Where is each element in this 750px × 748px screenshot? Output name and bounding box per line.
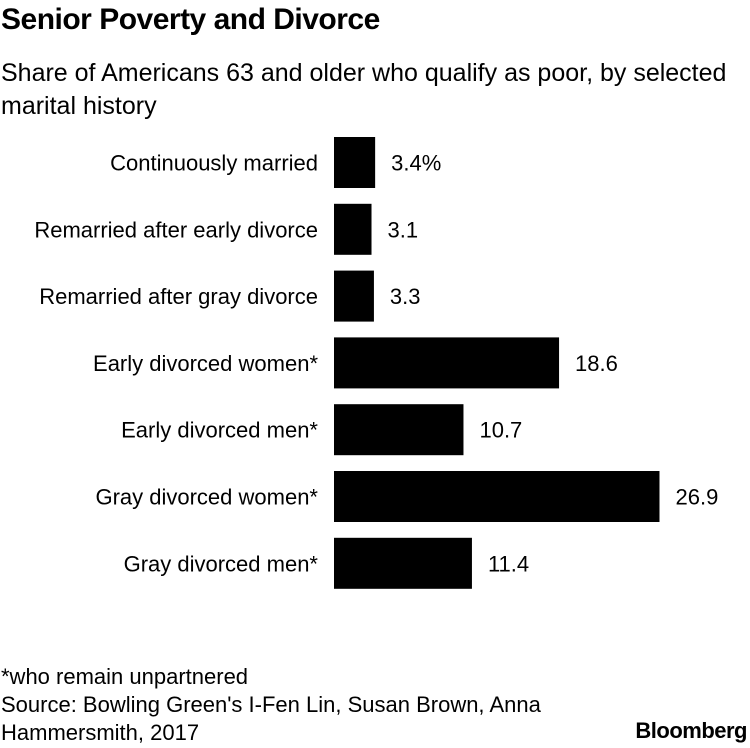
category-label: Early divorced women* (93, 351, 318, 376)
footnote: *who remain unpartnered (1, 664, 249, 689)
value-label: 26.9 (675, 485, 718, 510)
bar (334, 137, 376, 188)
category-label: Remarried after early divorce (34, 217, 318, 242)
chart-title: Senior Poverty and Divorce (1, 3, 380, 36)
chart-subtitle: Share of Americans 63 and older who qual… (1, 59, 727, 120)
bar (334, 537, 472, 589)
bar (334, 471, 660, 522)
bar (334, 337, 560, 389)
bar (334, 404, 464, 456)
value-label: 3.1 (388, 217, 419, 242)
bar (334, 270, 374, 322)
bloomberg-logo: Bloomberg (635, 718, 747, 743)
value-label: 3.4% (391, 151, 441, 176)
category-label: Continuously married (110, 151, 318, 176)
value-label: 3.3 (390, 284, 421, 309)
category-label: Gray divorced men* (124, 551, 319, 576)
value-label: 18.6 (575, 351, 618, 376)
value-label: 11.4 (488, 551, 529, 576)
value-label: 10.7 (479, 418, 522, 443)
source-note: Source: Bowling Green's I-Fen Lin, Susan… (1, 692, 541, 745)
category-label: Gray divorced women* (95, 485, 318, 510)
bar-chart: Continuously married 3.4% Remarried after … (34, 137, 718, 589)
category-label: Remarried after gray divorce (39, 284, 318, 309)
bar (334, 203, 372, 255)
category-label: Early divorced men* (121, 418, 318, 443)
